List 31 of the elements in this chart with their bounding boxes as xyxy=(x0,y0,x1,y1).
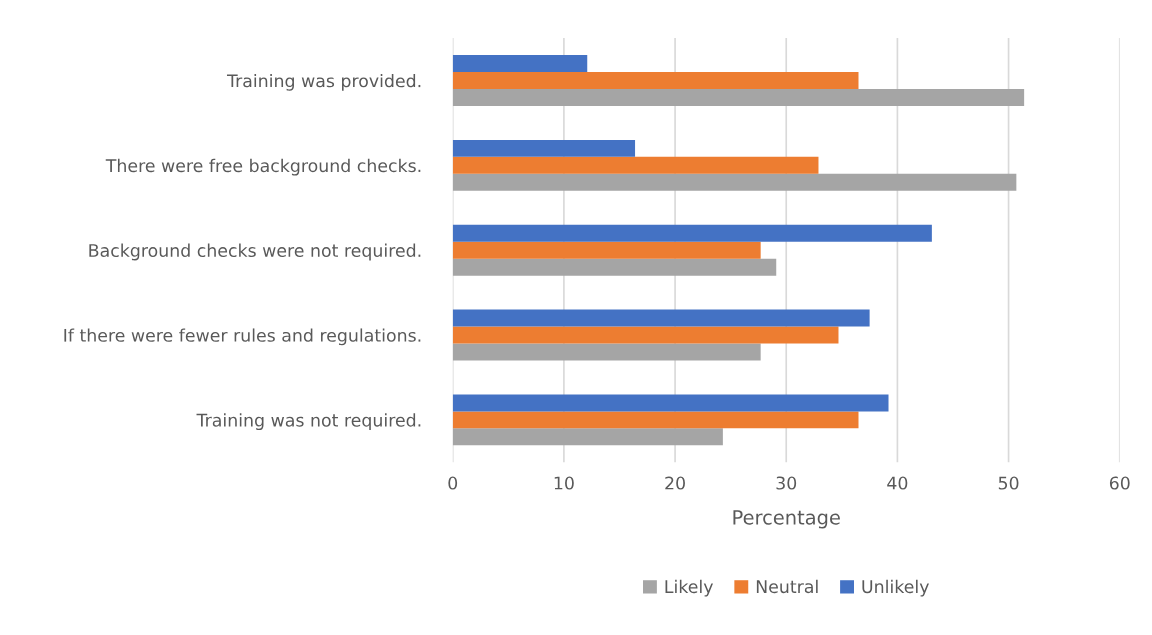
bar xyxy=(452,343,761,361)
x-tick-label: 10 xyxy=(554,476,574,490)
y-tick-label: Training was not required. xyxy=(196,413,421,431)
bar xyxy=(452,139,636,157)
legend-label: Unlikely xyxy=(862,579,929,597)
bar xyxy=(452,55,588,73)
bar xyxy=(452,428,723,446)
bar xyxy=(452,72,859,89)
bar xyxy=(452,258,777,276)
x-tick-label: 0 xyxy=(448,476,458,490)
x-tick-label: 20 xyxy=(665,476,685,490)
x-tick-label: 50 xyxy=(998,476,1019,490)
legend-label: Likely xyxy=(665,579,713,597)
bar xyxy=(452,326,839,344)
bar xyxy=(452,241,761,259)
bar xyxy=(452,89,1025,106)
x-axis-title: Percentage xyxy=(733,510,840,529)
x-tick-label: 40 xyxy=(887,476,908,490)
y-tick-label: Background checks were not required. xyxy=(89,243,421,261)
bar xyxy=(452,411,859,429)
x-tick-label: 30 xyxy=(776,476,797,490)
legend-label: Neutral xyxy=(756,579,818,594)
x-tick-label: 60 xyxy=(1109,476,1130,490)
bar xyxy=(452,394,889,412)
bar xyxy=(452,309,870,327)
bar xyxy=(452,224,932,242)
y-tick-label: There were free background checks. xyxy=(105,158,421,176)
bar xyxy=(452,173,1017,191)
y-tick-label: Training was provided. xyxy=(226,73,421,91)
y-tick-label: If there were fewer rules and regulations. xyxy=(64,328,421,346)
bar xyxy=(452,156,819,174)
